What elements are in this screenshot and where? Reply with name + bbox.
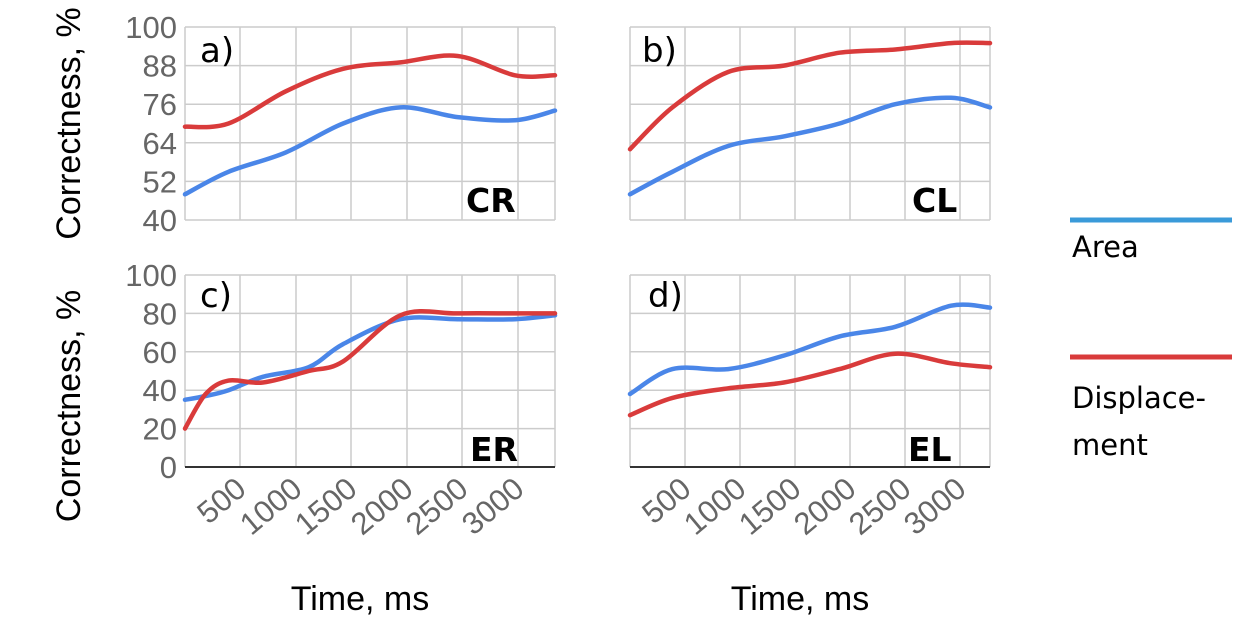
series-line-area [627, 95, 993, 197]
panel-name: ER [470, 430, 518, 469]
panel-letter: a) [200, 31, 234, 71]
y-tick-label: 100 [125, 10, 177, 45]
y-tick-label: 60 [143, 335, 177, 370]
panel-letter: b) [642, 31, 677, 71]
legend-displacement-label-line1: Displace- [1072, 381, 1206, 415]
legend-area-label: Area [1072, 230, 1139, 264]
series-line-displacement [182, 309, 558, 431]
y-tick-label: 52 [143, 164, 177, 199]
y-tick-label: 100 [125, 258, 177, 293]
y-tick-label: 40 [143, 373, 177, 408]
x-tick-label: 3000 [455, 471, 530, 542]
series-line-displacement [182, 53, 558, 130]
legend-displacement-label-line2: ment [1072, 428, 1148, 462]
series-line-displacement [627, 40, 993, 152]
y-tick-label: 80 [143, 296, 177, 331]
legend: Area Displace- ment [1070, 217, 1232, 462]
panel-letter: c) [200, 276, 232, 316]
y-tick-label: 88 [143, 49, 177, 84]
y-tick-label: 76 [143, 87, 177, 122]
y-axis-label: Correctness, % [50, 7, 88, 239]
panel-name: CR [466, 181, 516, 220]
x-tick-label: 1500 [288, 471, 363, 542]
y-tick-label: 20 [143, 412, 177, 447]
panel-name: EL [908, 430, 952, 469]
x-tick-label: 3000 [897, 471, 972, 542]
series-line-area [627, 302, 993, 397]
x-axis-label: Time, ms [291, 580, 430, 618]
panel-name: CL [912, 181, 957, 220]
x-tick-label: 2500 [399, 471, 474, 542]
y-axis-label: Correctness, % [50, 290, 88, 522]
x-axis-label: Time, ms [731, 580, 870, 618]
series-line-area [182, 105, 558, 197]
y-tick-label: 40 [143, 203, 177, 238]
series-line-area [182, 313, 558, 403]
panel-letter: d) [648, 276, 683, 316]
y-tick-label: 64 [143, 126, 177, 161]
y-tick-label: 0 [160, 450, 177, 485]
series-line-displacement [627, 351, 993, 418]
chart-panel-cl: b) CL [627, 26, 993, 221]
